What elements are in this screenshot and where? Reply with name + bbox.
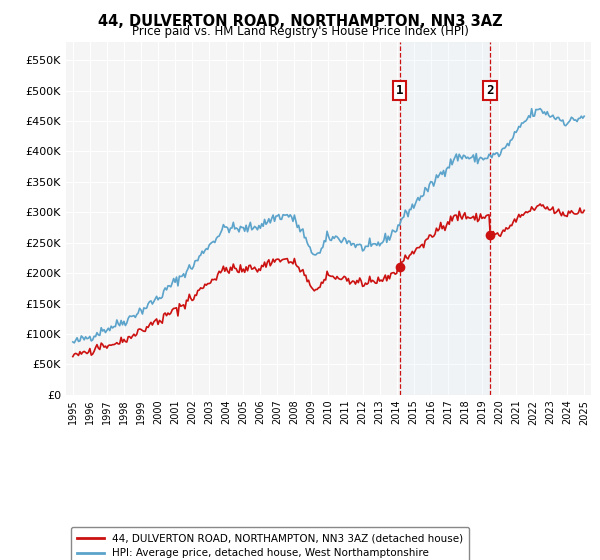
Text: 44, DULVERTON ROAD, NORTHAMPTON, NN3 3AZ: 44, DULVERTON ROAD, NORTHAMPTON, NN3 3AZ xyxy=(98,14,502,29)
Legend: 44, DULVERTON ROAD, NORTHAMPTON, NN3 3AZ (detached house), HPI: Average price, d: 44, DULVERTON ROAD, NORTHAMPTON, NN3 3AZ… xyxy=(71,527,469,560)
Text: Price paid vs. HM Land Registry's House Price Index (HPI): Price paid vs. HM Land Registry's House … xyxy=(131,25,469,38)
Bar xyxy=(400,42,490,395)
Text: 2: 2 xyxy=(486,84,493,97)
Text: 1: 1 xyxy=(396,84,403,97)
